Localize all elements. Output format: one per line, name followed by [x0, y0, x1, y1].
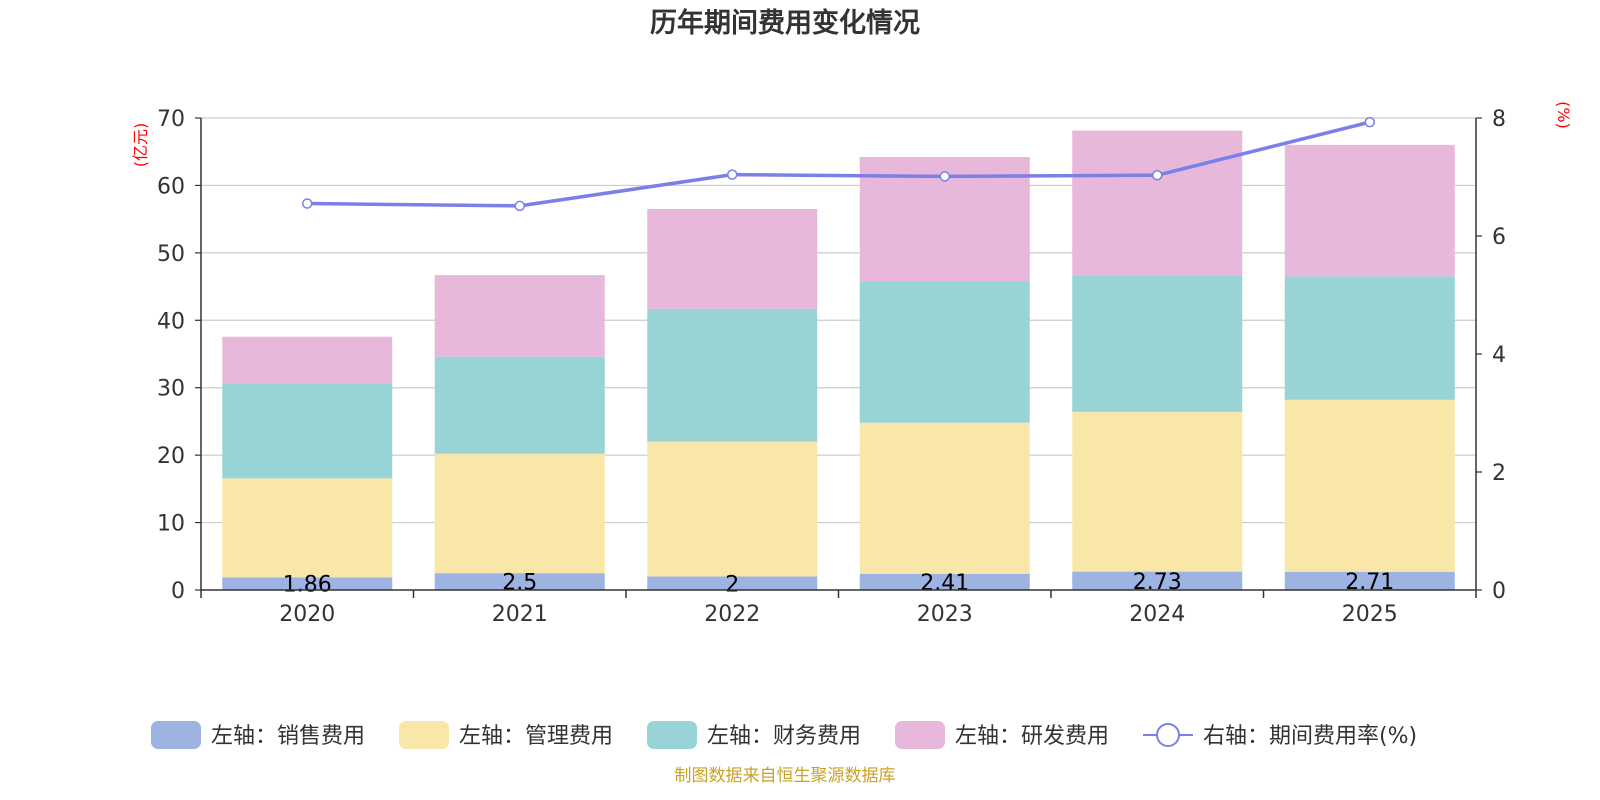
- left-axis-tick-label: 10: [157, 512, 185, 537]
- left-axis-tick-label: 0: [171, 579, 185, 604]
- legend-swatch: [647, 721, 697, 749]
- legend-line-marker: [1156, 723, 1180, 747]
- axes: 0 10 20 30 40 50 60 70 0 2 4 6 8 2020 2021 2022 2023 2024…: [157, 107, 1506, 627]
- left-axis-tick-label: 60: [157, 174, 185, 199]
- right-axis-tick-label: 2: [1492, 461, 1506, 486]
- bar-segment: [222, 478, 393, 578]
- bar-segment: [1072, 275, 1243, 412]
- bar-value-label: 2.71: [1345, 570, 1394, 595]
- legend-swatch: [151, 721, 201, 749]
- bar-segment: [647, 209, 818, 309]
- bar-segment: [647, 576, 818, 590]
- bar-segment: [222, 577, 393, 590]
- left-axis-tick-label: 20: [157, 444, 185, 469]
- rate-point: [1152, 169, 1163, 181]
- rate-point: [514, 200, 525, 212]
- legend-label: 左轴：销售费用: [211, 724, 365, 749]
- left-axis-tick-label: 50: [157, 242, 185, 267]
- bar-segment: [1072, 411, 1243, 572]
- bar-segment: [1284, 571, 1455, 590]
- x-axis-tick-label: 2023: [917, 602, 973, 627]
- right-axis-tick-label: 4: [1492, 343, 1506, 368]
- rate-line-path: [307, 120, 1371, 208]
- bar-segment: [1072, 130, 1243, 276]
- rate-point: [1364, 116, 1375, 128]
- x-axis-tick-label: 2020: [279, 602, 335, 627]
- left-axis-tick-label: 30: [157, 377, 185, 402]
- legend-label: 左轴：财务费用: [707, 724, 861, 749]
- bar-value-label: 2.5: [502, 571, 537, 596]
- legend-swatch: [895, 721, 945, 749]
- bar-segment: [1284, 276, 1455, 400]
- bar-series: [222, 130, 1455, 590]
- rate-point: [302, 198, 313, 209]
- bar-segment: [1284, 399, 1455, 572]
- bar-segment: [434, 275, 605, 357]
- data-source-footer: 制图数据来自恒生聚源数据库: [675, 766, 896, 786]
- bar-segment: [222, 336, 393, 384]
- bar-segment: [434, 356, 605, 454]
- rate-point: [727, 169, 738, 180]
- grid-lines: [201, 117, 1476, 524]
- right-axis-unit: (%): [1554, 101, 1573, 129]
- bar-segment: [434, 453, 605, 574]
- bar-segment: [859, 281, 1030, 423]
- x-axis-tick-label: 2025: [1342, 602, 1398, 627]
- left-axis-unit: (亿元): [131, 123, 150, 168]
- x-axis-tick-label: 2021: [492, 602, 548, 627]
- chart-title: 历年期间费用变化情况: [650, 7, 920, 39]
- x-axis-tick-label: 2024: [1129, 602, 1185, 627]
- right-axis-tick-label: 8: [1492, 107, 1506, 132]
- bar-segment: [647, 441, 818, 577]
- expense-rate-line: [302, 116, 1375, 212]
- bar-value-label: 2: [725, 572, 739, 597]
- x-axis-tick-label: 2022: [704, 602, 760, 627]
- legend-swatch: [399, 721, 449, 749]
- rate-point: [939, 171, 950, 182]
- bar-segment: [859, 573, 1030, 590]
- left-axis-tick-label: 70: [157, 107, 185, 132]
- bar-value-label: 1.86: [283, 573, 332, 598]
- legend: 左轴：销售费用 左轴：管理费用 左轴：财务费用 左轴：研发费用 右轴：期间费用率(%): [151, 721, 1417, 749]
- bar-segment: [647, 308, 818, 442]
- right-axis-tick-label: 6: [1492, 225, 1506, 250]
- bar-segment: [1284, 144, 1455, 277]
- bar-segment: [1072, 571, 1243, 590]
- right-axis-tick-label: 0: [1492, 579, 1506, 604]
- legend-label: 左轴：研发费用: [955, 724, 1109, 749]
- legend-label: 右轴：期间费用率(%): [1203, 724, 1417, 749]
- bar-value-label: 2.73: [1133, 570, 1182, 595]
- bar-segment: [222, 383, 393, 479]
- bar-value-label: 2.41: [920, 571, 969, 596]
- left-axis-tick-label: 40: [157, 309, 185, 334]
- bar-segment: [859, 422, 1030, 574]
- bar-segment: [434, 573, 605, 590]
- legend-label: 左轴：管理费用: [459, 724, 613, 749]
